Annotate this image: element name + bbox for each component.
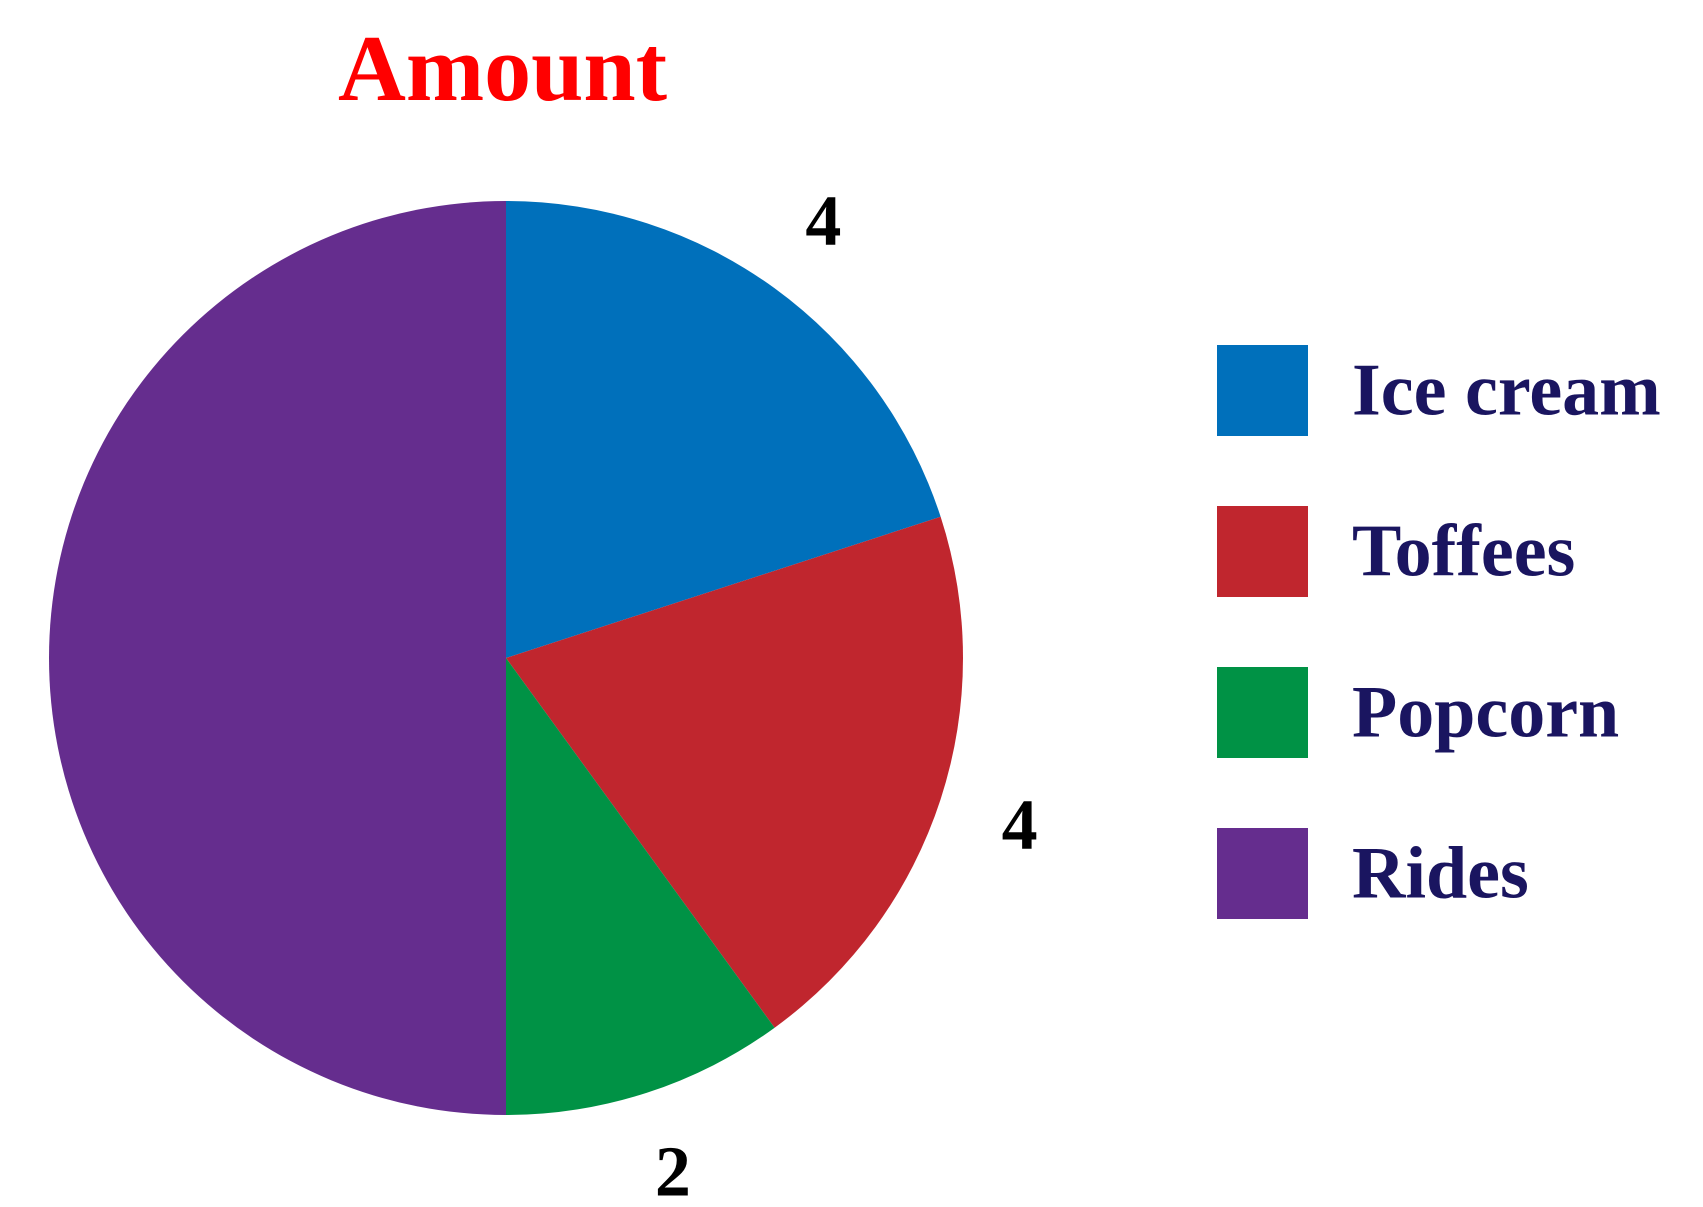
legend-label-rides: Rides — [1352, 833, 1529, 915]
data-label-ice-cream: 4 — [805, 181, 841, 261]
data-label-rides: 10 — [0, 618, 2, 698]
legend: Ice cream Toffees Popcorn Rides — [1217, 345, 1661, 919]
legend-label-toffees: Toffees — [1352, 511, 1575, 593]
legend-label-popcorn: Popcorn — [1352, 672, 1619, 754]
legend-swatch-ice-cream — [1217, 345, 1308, 436]
legend-swatch-toffees — [1217, 506, 1308, 597]
pie-slices — [49, 201, 963, 1115]
pie-slice-ice-cream — [506, 201, 941, 658]
legend-label-ice-cream: Ice cream — [1352, 350, 1661, 432]
data-label-toffees: 4 — [1002, 785, 1038, 865]
legend-swatch-popcorn — [1217, 667, 1308, 758]
pie-slice-toffees — [506, 516, 963, 1028]
pie-slice-rides — [49, 201, 506, 1115]
chart-title: Amount — [337, 17, 668, 121]
data-labels: 4 4 2 10 — [0, 181, 1038, 1207]
data-label-popcorn: 2 — [655, 1132, 691, 1207]
legend-swatch-rides — [1217, 828, 1308, 919]
pie-slice-popcorn — [506, 658, 775, 1115]
